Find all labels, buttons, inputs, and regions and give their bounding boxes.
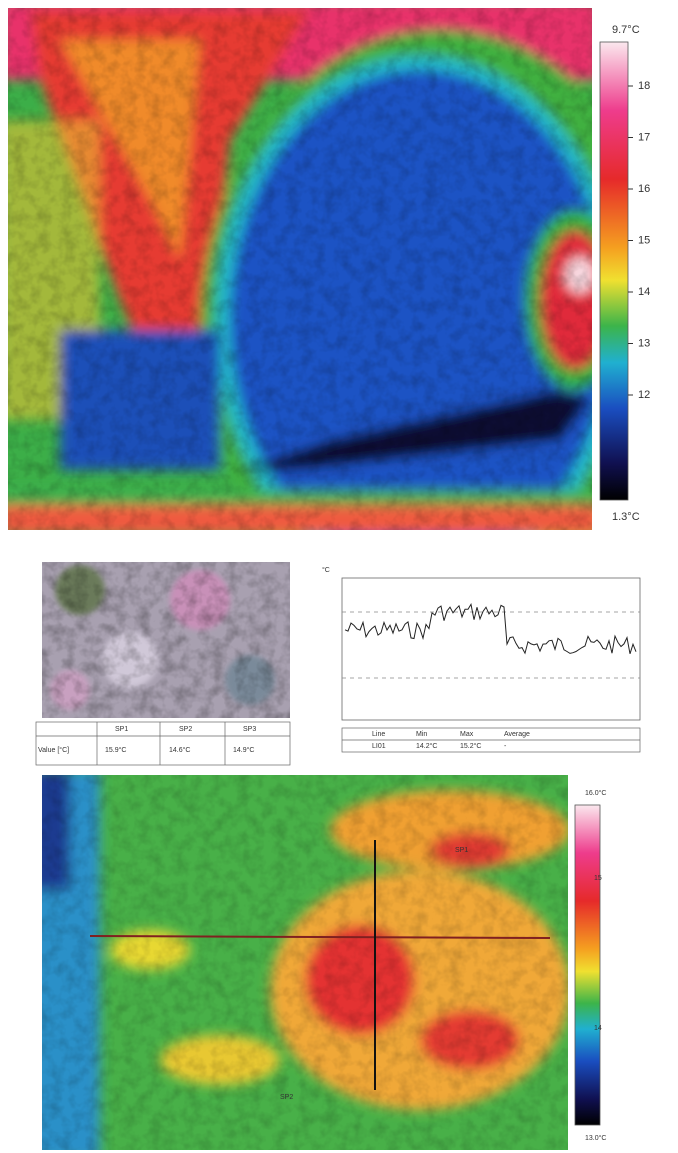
colorbar-min: 13.0°C — [585, 1134, 606, 1142]
colorbar-bottom — [575, 805, 600, 1125]
stats-cell: 15.2°C — [460, 742, 481, 750]
table-cell: 14.9°C — [233, 746, 254, 754]
spot-label: SP2 — [280, 1094, 293, 1101]
colorbar-tick-label: 12 — [638, 389, 650, 401]
stats-cell: - — [504, 743, 507, 750]
table-header: SP1 — [115, 726, 128, 733]
stats-cell: Min — [416, 731, 427, 738]
colorbar-min: 1.3°C — [612, 511, 640, 523]
figure: 9.7°C 1.3°C 18 17 16 15 14 13 12 Value [°C] SP… — [0, 0, 678, 1153]
stats-cell: Average — [504, 731, 530, 738]
colorbar-max: 16.0°C — [585, 789, 606, 797]
stats-cell: Line — [372, 731, 385, 738]
stats-cell: LI01 — [372, 743, 386, 750]
colorbar-tick-label: 16 — [638, 183, 650, 195]
spot-label: SP1 — [455, 847, 468, 854]
row-label: Value [°C] — [38, 746, 69, 754]
stats-cell: 14.2°C — [416, 742, 437, 750]
thermal-image-bottom — [30, 770, 570, 1153]
colorbar-max: 9.7°C — [612, 24, 640, 36]
colorbar-tick-label: 13 — [638, 337, 650, 349]
table-header: SP3 — [243, 726, 256, 733]
colorbar-tick-label: 18 — [638, 80, 650, 92]
colorbar-tick-label: 17 — [638, 131, 650, 143]
profile-chart — [342, 578, 640, 752]
colorbar-tick-label: 15 — [594, 875, 602, 882]
stats-cell: Max — [460, 731, 474, 738]
profile-unit: °C — [322, 566, 330, 574]
table-header: SP2 — [179, 726, 192, 733]
table-cell: 14.6°C — [169, 746, 190, 754]
thermal-image-top — [0, 0, 678, 630]
page: {"top_image":{"colorbar":{"max_label":"9… — [0, 0, 678, 1153]
colorbar-tick-label: 15 — [638, 234, 650, 246]
colorbar-tick-label: 14 — [638, 286, 650, 298]
colorbar-top — [600, 42, 628, 500]
table-cell: 15.9°C — [105, 746, 126, 754]
photo — [42, 562, 290, 718]
colorbar-tick-label: 14 — [594, 1025, 602, 1032]
